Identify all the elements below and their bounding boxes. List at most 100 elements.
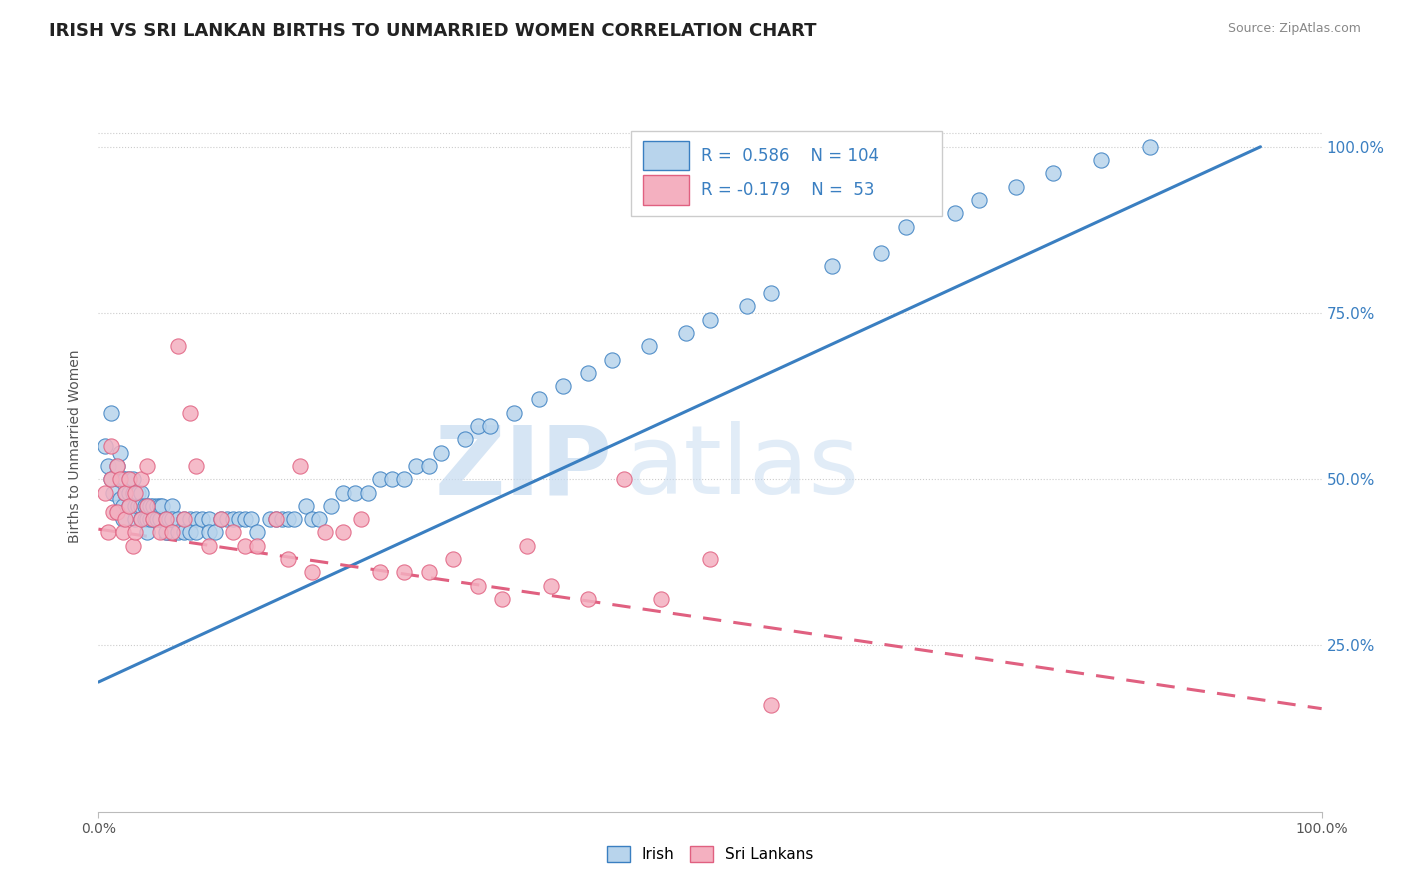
Point	[136, 458, 159, 473]
Point	[314, 525, 336, 540]
Point	[97, 525, 120, 540]
Point	[118, 472, 141, 486]
Point	[101, 506, 124, 520]
Point	[576, 591, 599, 606]
Point	[114, 512, 136, 526]
Point	[430, 445, 453, 459]
Point	[167, 525, 190, 540]
Point	[613, 472, 636, 486]
Point	[290, 458, 312, 473]
Point	[100, 472, 122, 486]
Point	[127, 499, 149, 513]
Point	[121, 539, 143, 553]
Point	[160, 499, 183, 513]
Point	[204, 525, 226, 540]
Point	[121, 472, 143, 486]
Point	[277, 552, 299, 566]
Point	[110, 445, 132, 459]
Point	[553, 379, 575, 393]
Point	[136, 512, 159, 526]
Point	[105, 506, 128, 520]
Point	[699, 552, 721, 566]
Point	[478, 419, 501, 434]
Point	[173, 525, 195, 540]
Point	[179, 512, 201, 526]
Point	[101, 485, 124, 500]
Point	[93, 439, 115, 453]
Point	[129, 485, 152, 500]
Point	[134, 499, 156, 513]
Point	[222, 512, 245, 526]
FancyBboxPatch shape	[630, 131, 942, 216]
Point	[118, 472, 141, 486]
Point	[761, 698, 783, 713]
Point	[540, 579, 562, 593]
Point	[1090, 153, 1112, 167]
Point	[179, 525, 201, 540]
Point	[127, 485, 149, 500]
Point	[418, 566, 440, 580]
Point	[344, 485, 367, 500]
Point	[277, 512, 299, 526]
Point	[173, 512, 195, 526]
Point	[186, 512, 208, 526]
Point	[503, 406, 526, 420]
Legend: Irish, Sri Lankans: Irish, Sri Lankans	[599, 838, 821, 870]
Point	[136, 525, 159, 540]
Point	[650, 591, 672, 606]
Point	[124, 499, 146, 513]
Point	[93, 485, 115, 500]
Point	[100, 472, 122, 486]
Point	[233, 539, 256, 553]
Point	[105, 458, 128, 473]
Point	[155, 512, 177, 526]
Point	[118, 499, 141, 513]
Point	[894, 219, 917, 234]
Point	[118, 499, 141, 513]
Point	[155, 525, 177, 540]
Point	[114, 472, 136, 486]
Point	[209, 512, 232, 526]
Point	[124, 485, 146, 500]
Point	[179, 406, 201, 420]
Point	[368, 566, 391, 580]
Point	[240, 512, 263, 526]
Point	[576, 366, 599, 380]
Point	[735, 299, 758, 313]
Point	[527, 392, 550, 407]
Point	[111, 499, 134, 513]
Point	[114, 485, 136, 500]
Point	[319, 499, 342, 513]
Point	[136, 499, 159, 513]
Point	[301, 566, 323, 580]
Point	[246, 525, 269, 540]
Point	[467, 419, 489, 434]
Point	[110, 472, 132, 486]
Point	[675, 326, 697, 340]
Point	[167, 339, 190, 353]
Point	[392, 472, 416, 486]
Point	[637, 339, 661, 353]
Point	[149, 512, 172, 526]
Point	[283, 512, 305, 526]
Point	[1042, 166, 1064, 180]
Point	[139, 512, 162, 526]
Point	[350, 512, 373, 526]
Point	[139, 499, 162, 513]
Point	[142, 499, 165, 513]
Point	[821, 260, 844, 274]
Point	[121, 485, 143, 500]
Point	[1004, 179, 1026, 194]
Text: atlas: atlas	[624, 421, 859, 515]
Point	[155, 512, 177, 526]
Point	[308, 512, 330, 526]
Point	[259, 512, 281, 526]
Bar	[643, 176, 689, 204]
Point	[142, 512, 165, 526]
Text: R = -0.179    N =  53: R = -0.179 N = 53	[702, 181, 875, 199]
Point	[134, 512, 156, 526]
Point	[118, 485, 141, 500]
Point	[146, 499, 169, 513]
Point	[142, 512, 165, 526]
Point	[943, 206, 966, 220]
